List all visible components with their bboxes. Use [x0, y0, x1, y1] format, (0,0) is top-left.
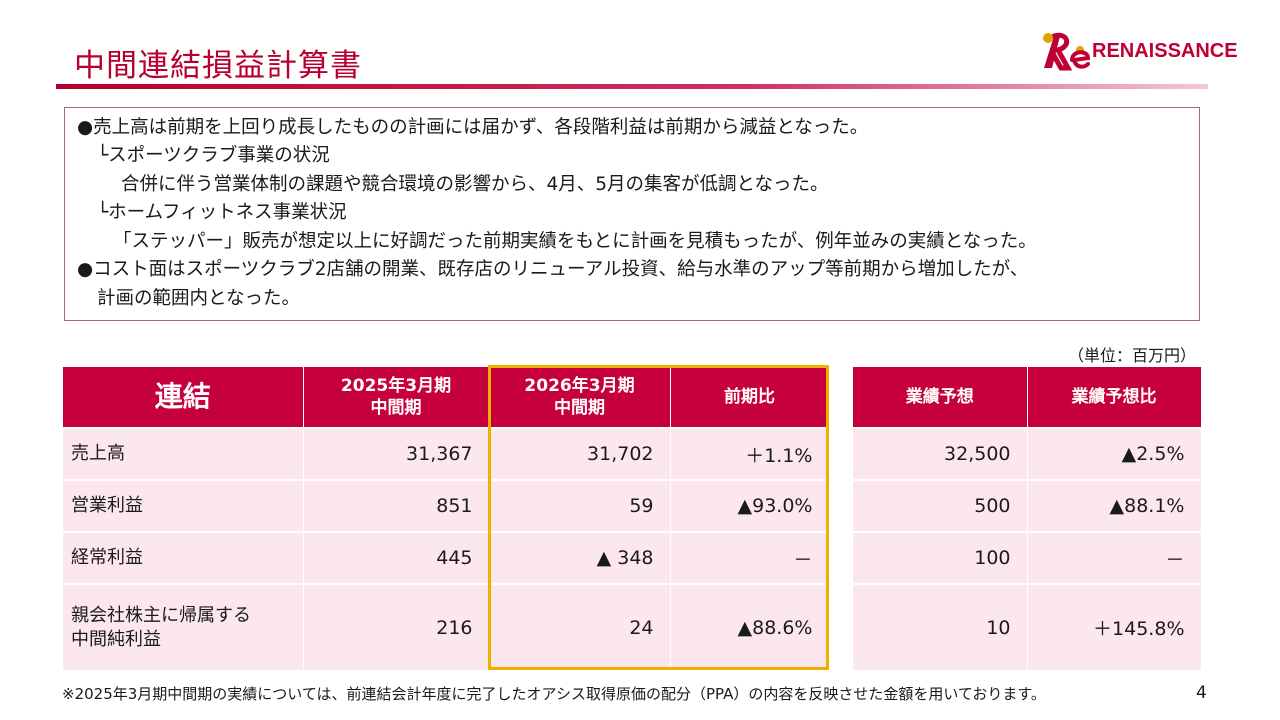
- prev-value: 445: [303, 531, 490, 584]
- prev-value: 851: [303, 479, 490, 532]
- header-curr-period-line1: 2026年3月期: [524, 376, 635, 396]
- header-prev-period-line1: 2025年3月期: [340, 376, 452, 396]
- row-label-line1: 親会社株主に帰属する: [71, 604, 251, 626]
- company-logo: RENAISSANCE: [1038, 28, 1238, 76]
- header-prev-period: 2025年3月期 中間期: [303, 367, 490, 428]
- table-row: 営業利益 851 59 ▲93.0%: [63, 479, 830, 532]
- table-header-row: 連結 2025年3月期 中間期 2026年3月期 中間期 前期比: [63, 367, 830, 428]
- row-label: 営業利益: [63, 479, 304, 532]
- vs-forecast-value: ＋145.8%: [1027, 583, 1202, 670]
- table-row: 500 ▲88.1%: [853, 479, 1202, 532]
- table-row: 100 －: [853, 531, 1202, 584]
- curr-value: ▲ 348: [489, 531, 671, 584]
- header-curr-period-line2: 中間期: [554, 398, 605, 418]
- yoy-value: －: [670, 531, 830, 584]
- forecast-value: 10: [853, 583, 1028, 670]
- forecast-value: 500: [853, 479, 1028, 532]
- yoy-value: ＋1.1%: [670, 427, 830, 480]
- summary-line: └スポーツクラブ事業の状況: [97, 145, 330, 166]
- forecast-value: 32,500: [853, 427, 1028, 480]
- footnote: ※2025年3月期中間期の実績については、前連結会計年度に完了したオアシス取得原…: [62, 685, 1046, 703]
- table-row: 10 ＋145.8%: [853, 583, 1202, 670]
- summary-line: 合併に伴う営業体制の課題や競合環境の影響から、4月、5月の集客が低調となった。: [121, 174, 829, 195]
- summary-line: 「ステッパー」販売が想定以上に好調だった前期実績をもとに計画を見積もったが、例年…: [113, 231, 1037, 252]
- summary-line: ●売上高は前期を上回り成長したものの計画には届かず、各段階利益は前期から減益とな…: [77, 117, 869, 138]
- table-row: 経常利益 445 ▲ 348 －: [63, 531, 830, 584]
- row-label-line2: 中間純利益: [71, 628, 161, 650]
- prev-value: 31,367: [303, 427, 490, 480]
- vs-forecast-value: ▲88.1%: [1027, 479, 1202, 532]
- yoy-value: ▲93.0%: [670, 479, 830, 532]
- summary-box: ●売上高は前期を上回り成長したものの計画には届かず、各段階利益は前期から減益とな…: [64, 107, 1200, 321]
- summary-line: 計画の範囲内となった。: [97, 288, 300, 309]
- row-label: 経常利益: [63, 531, 304, 584]
- curr-value: 24: [489, 583, 671, 670]
- vs-forecast-value: －: [1027, 531, 1202, 584]
- header-vs-forecast: 業績予想比: [1027, 367, 1202, 428]
- curr-value: 59: [489, 479, 671, 532]
- row-label: 親会社株主に帰属する 中間純利益: [63, 583, 304, 670]
- yoy-value: ▲88.6%: [670, 583, 830, 670]
- header-curr-period: 2026年3月期 中間期: [489, 367, 671, 428]
- page-title: 中間連結損益計算書: [74, 48, 362, 84]
- header-yoy: 前期比: [670, 367, 830, 428]
- forecast-table: 業績予想 業績予想比 32,500 ▲2.5% 500 ▲88.1% 100 －…: [853, 367, 1202, 670]
- summary-line: └ホームフィットネス事業状況: [97, 202, 347, 223]
- prev-value: 216: [303, 583, 490, 670]
- header-forecast: 業績予想: [853, 367, 1028, 428]
- table-header-row: 業績予想 業績予想比: [853, 367, 1202, 428]
- unit-label: （単位：百万円）: [1068, 346, 1197, 365]
- forecast-value: 100: [853, 531, 1028, 584]
- logo-text: RENAISSANCE: [1092, 40, 1238, 62]
- row-label: 売上高: [63, 427, 304, 480]
- page-number: 4: [1196, 683, 1207, 703]
- curr-value: 31,702: [489, 427, 671, 480]
- summary-line: ●コスト面はスポーツクラブ2店舗の開業、既存店のリニューアル投資、給与水準のアッ…: [77, 259, 1029, 280]
- header-consolidated: 連結: [63, 367, 304, 428]
- table-row: 親会社株主に帰属する 中間純利益 216 24 ▲88.6%: [63, 583, 830, 670]
- table-row: 売上高 31,367 31,702 ＋1.1%: [63, 427, 830, 480]
- results-table: 連結 2025年3月期 中間期 2026年3月期 中間期 前期比 売上高 31,…: [63, 367, 830, 670]
- table-row: 32,500 ▲2.5%: [853, 427, 1202, 480]
- vs-forecast-value: ▲2.5%: [1027, 427, 1202, 480]
- logo-mark-icon: [1043, 32, 1091, 71]
- header-prev-period-line2: 中間期: [370, 398, 422, 418]
- title-divider: [56, 84, 1208, 89]
